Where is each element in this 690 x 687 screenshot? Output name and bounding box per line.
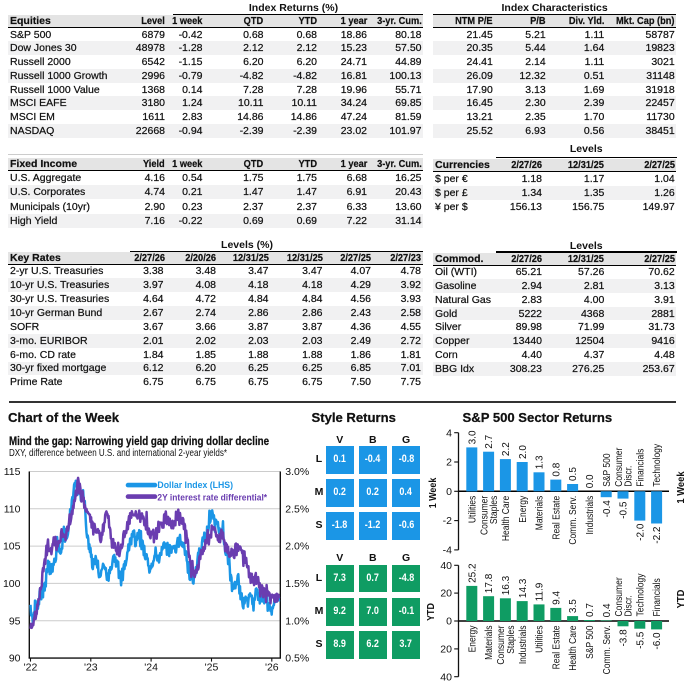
svg-text:100: 100 [3,578,21,590]
svg-text:Consumer: Consumer [496,626,507,665]
svg-text:Dollar Index (LHS): Dollar Index (LHS) [157,480,233,490]
svg-text:-6.0: -6.0 [652,632,663,650]
svg-text:0.7: 0.7 [585,603,596,617]
svg-text:0.4: 0.4 [602,603,613,617]
svg-text:1.5%: 1.5% [285,578,309,590]
svg-text:'23: '23 [84,662,98,674]
svg-text:-2: -2 [443,515,452,527]
svg-text:Real Estate: Real Estate [551,496,562,540]
svg-text:0.5: 0.5 [568,467,579,481]
svg-text:Real Estate: Real Estate [551,626,562,670]
svg-text:Technology: Technology [635,573,646,616]
svg-text:3.5: 3.5 [568,599,579,613]
svg-text:0.8: 0.8 [551,462,562,476]
svg-text:-2.2: -2.2 [652,526,663,544]
svg-text:'24: '24 [144,662,158,674]
svg-text:Staples: Staples [488,495,499,524]
svg-text:1.0%: 1.0% [285,615,309,627]
svg-text:11.9: 11.9 [535,582,546,601]
svg-text:2: 2 [446,457,452,469]
svg-text:Materials: Materials [534,495,545,530]
svg-text:3.0: 3.0 [467,430,478,444]
svg-text:2.0%: 2.0% [285,541,309,553]
svg-text:YTD: YTD [676,590,688,609]
svg-text:Consumer: Consumer [613,577,624,616]
svg-text:0.0: 0.0 [585,474,596,488]
svg-text:S&P 500: S&P 500 [601,453,612,486]
svg-text:0: 0 [446,616,452,628]
svg-text:Financials: Financials [652,578,663,617]
svg-text:'22: '22 [24,662,38,674]
svg-text:-40: -40 [440,671,452,683]
svg-text:Utilities: Utilities [467,495,478,523]
svg-text:S&P 500: S&P 500 [584,626,595,659]
svg-text:Industrials: Industrials [517,625,528,664]
svg-text:2.2: 2.2 [501,442,512,456]
svg-text:Industrials: Industrials [584,495,595,534]
svg-text:Discr.: Discr. [623,595,634,616]
svg-text:Discr.: Discr. [623,466,634,487]
svg-text:2.5%: 2.5% [285,503,309,515]
svg-text:9.4: 9.4 [551,591,562,605]
svg-text:2Y interest rate differential*: 2Y interest rate differential* [157,492,267,503]
svg-text:-20: -20 [440,644,452,656]
svg-text:40: 40 [440,560,452,572]
svg-text:Staples: Staples [505,625,516,654]
svg-text:Health Care: Health Care [568,626,579,671]
svg-text:4: 4 [446,427,452,439]
svg-text:Materials: Materials [484,625,495,660]
svg-text:Consumer: Consumer [613,448,624,487]
svg-text:Energy: Energy [467,625,478,652]
svg-text:3.0%: 3.0% [285,466,309,478]
svg-text:1 Week: 1 Week [676,471,688,504]
svg-text:2.7: 2.7 [484,434,495,448]
svg-text:-5.5: -5.5 [635,631,646,649]
svg-text:105: 105 [3,541,21,553]
svg-text:Consumer: Consumer [479,496,490,535]
svg-text:-0.4: -0.4 [602,500,613,518]
svg-text:25.2: 25.2 [467,563,478,583]
svg-text:Financials: Financials [635,448,646,487]
svg-text:20: 20 [440,588,452,600]
svg-text:95: 95 [9,615,21,627]
svg-text:16.3: 16.3 [501,575,512,595]
svg-text:Comm. Serv.: Comm. Serv. [568,496,579,545]
svg-text:Comm. Serv.: Comm. Serv. [601,626,612,675]
svg-text:Utilities: Utilities [534,625,545,653]
svg-text:17.8: 17.8 [484,573,495,593]
svg-text:1.3: 1.3 [535,455,546,469]
svg-text:0.5%: 0.5% [285,653,309,665]
svg-text:-2.0: -2.0 [635,523,646,541]
svg-text:'25: '25 [205,662,219,674]
svg-text:-3.8: -3.8 [619,629,630,647]
svg-text:2.0: 2.0 [518,445,529,459]
svg-text:-0.5: -0.5 [619,501,630,519]
svg-text:115: 115 [4,466,21,478]
svg-text:'26: '26 [265,662,279,674]
svg-text:14.3: 14.3 [518,578,529,598]
svg-text:110: 110 [4,503,21,515]
svg-text:Technology: Technology [652,444,663,487]
svg-text:Health Care: Health Care [500,496,511,541]
svg-text:90: 90 [9,653,21,665]
svg-text:0: 0 [446,486,452,498]
svg-text:-4: -4 [443,545,452,557]
svg-text:Energy: Energy [517,495,528,522]
